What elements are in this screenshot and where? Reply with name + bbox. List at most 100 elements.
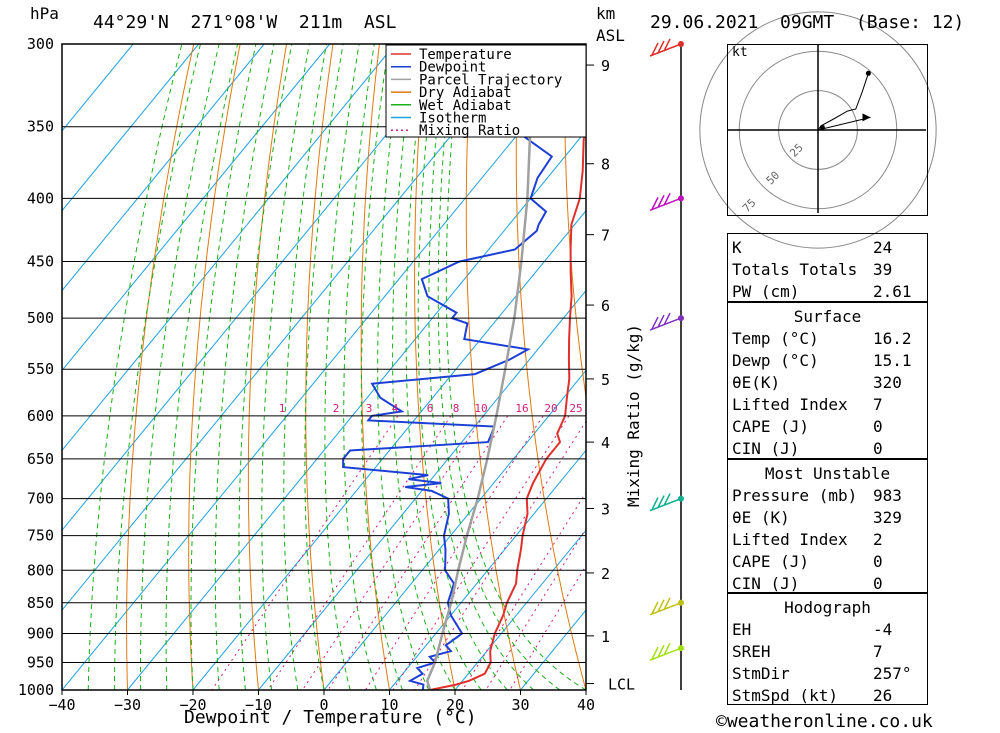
index-label: StmDir [732,663,790,683]
legend-box [385,44,587,138]
temp-tick-label: 20 [446,696,464,714]
isotherm-line [323,369,586,690]
isotherm-line [62,50,586,690]
dry-adiabat-line [515,44,586,690]
temp-tick-label: −20 [179,696,206,714]
km-tick-label: 1 [601,628,610,646]
wind-barb [649,193,682,212]
index-value: 2 [873,529,883,549]
km-tick-label: 8 [601,156,610,174]
mixing-ratio-label: 4 [392,402,399,415]
index-value: 26 [873,685,893,705]
asl-unit-label: ASL [596,26,625,45]
km-tick-label: 5 [601,371,610,389]
dewpoint-line [342,44,564,690]
isotherm-line [62,44,331,372]
hodograph-frame: kt [727,44,928,216]
wet-adiabat-line [140,44,220,690]
index-label: θE(K) [732,372,781,392]
hodograph-unit-label: kt [732,45,748,60]
index-label: PW (cm) [732,281,800,301]
wind-barb [649,312,682,331]
km-tick-label: 2 [601,565,610,583]
index-value: 0 [873,416,883,436]
index-value: 329 [873,507,902,527]
table-row: StmSpd (kt) 26 [728,684,927,706]
index-value: 7 [873,394,883,414]
lcl-label: LCL [608,676,635,694]
index-label: Totals Totals [732,259,858,279]
index-label: StmSpd (kt) [732,685,838,705]
index-value: 2.61 [873,281,912,301]
isotherm-line [192,209,586,690]
dry-adiabat-line [414,44,456,690]
copyright-link[interactable]: ©weatheronline.co.uk [716,711,933,732]
index-label: EH [732,619,752,639]
legend-label: Parcel Trajectory [419,72,562,88]
table-row: SREH 7 [728,640,927,662]
wet-adiabat-line [214,44,275,690]
wet-adiabat-line [165,44,238,690]
table-row: Pressure (mb) 983 [728,484,927,506]
index-label: SREH [732,641,771,661]
wet-adiabat-line [437,44,561,690]
dry-adiabat-line [937,44,1000,690]
pressure-tick-label: 950 [27,653,54,671]
pressure-tick-label: 550 [27,360,54,378]
legend-label: Wet Adiabat [419,98,512,114]
index-value: 0 [873,573,883,593]
index-value: -4 [873,619,893,639]
wet-adiabat-line [360,44,404,690]
index-label: Pressure (mb) [732,485,858,505]
wet-adiabat-line [417,44,508,690]
wet-adiabat-line [87,44,183,690]
hodograph-indices-title: Hodograph [784,598,871,617]
mixing-ratio-label: 25 [569,402,582,415]
mixing-ratio-label: 16 [515,402,528,415]
dry-adiabat-line [305,44,334,690]
legend-label: Isotherm [419,111,486,127]
table-row: Temp (°C) 16.2 [728,327,927,349]
index-value: 7 [873,641,883,661]
index-value: 0 [873,551,883,571]
km-tick-label: 6 [601,297,610,315]
table-row: CIN (J) 0 [728,437,927,459]
isotherm-line [389,449,586,690]
temp-tick-label: 0 [319,696,328,714]
storm-motion-arrow [862,113,871,122]
most-unstable-table: Pressure (mb) 983 θE (K) 329 Lifted Index 2… [728,484,927,594]
temp-tick-label: −40 [48,696,75,714]
isotherm-line [454,529,586,690]
table-row: CAPE (J) 0 [728,415,927,437]
temp-tick-label: 40 [577,696,595,714]
dry-adiabat-line [126,44,195,690]
index-label: CAPE (J) [732,416,810,436]
dry-adiabat-line [247,44,288,690]
isotherm-line [62,44,134,132]
pressure-tick-label: 850 [27,594,54,612]
index-value: 257° [873,663,912,683]
index-label: θE (K) [732,507,790,527]
table-row: Dewp (°C) 15.1 [728,349,927,371]
wet-adiabat-line [238,44,293,690]
table-row: θE (K) 329 [728,506,927,528]
index-value: 24 [873,237,893,257]
pressure-tick-label: 700 [27,490,54,508]
km-tick-label: 3 [601,500,610,518]
mixing-ratio-label: 3 [366,402,373,415]
mixing-ratio-label: 6 [427,402,434,415]
temp-tick-label: −10 [245,696,272,714]
legend-label: Dry Adiabat [419,85,512,101]
isotherm-line [62,44,396,452]
dry-adiabat-line [360,44,390,690]
legend-label: Dewpoint [419,60,486,76]
wet-adiabat-line [113,44,201,690]
mixing-ratio-label: 8 [453,402,460,415]
table-row: CAPE (J) 0 [728,550,927,572]
parcel-trajectory-line [425,78,532,690]
index-value: 39 [873,259,893,279]
table-row: K 24 [728,236,927,258]
wind-barb [649,597,682,616]
index-value: 320 [873,372,902,392]
index-label: Lifted Index [732,529,848,549]
